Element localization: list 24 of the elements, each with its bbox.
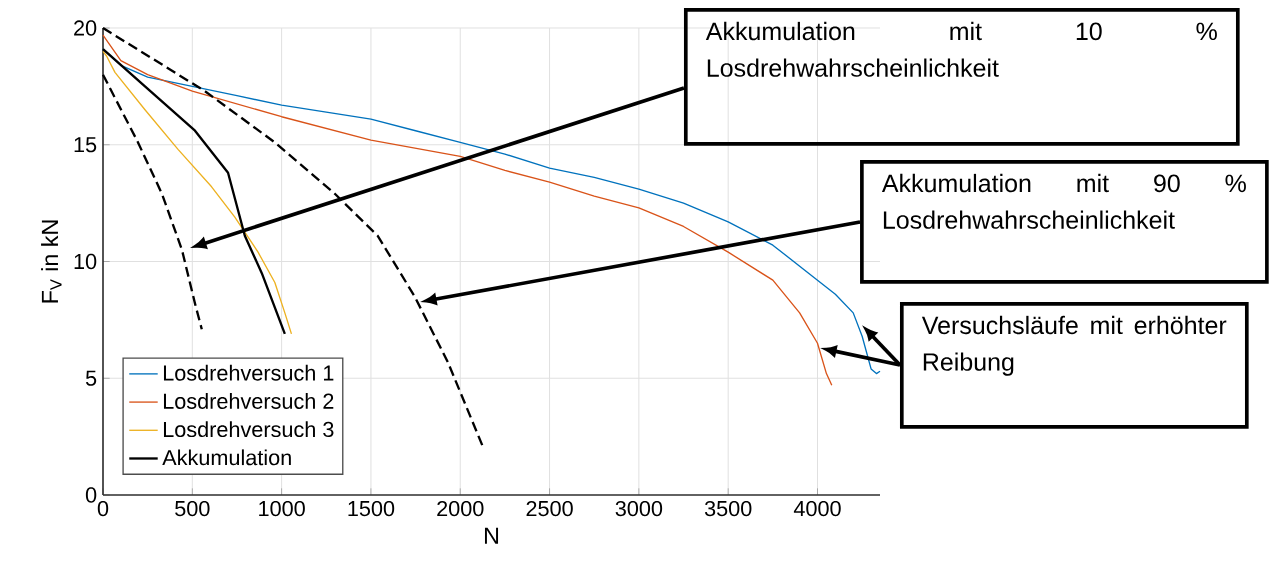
- y-tick-label: 10: [74, 253, 97, 270]
- legend-label: Akkumulation: [162, 449, 291, 466]
- text: Versuchsläufe mit erhöhter Reibung: [921, 315, 1227, 376]
- x-tick-label: 4000: [793, 500, 841, 517]
- x-axis-title: N: [484, 527, 499, 544]
- y-tick-label: 0: [85, 487, 97, 503]
- x-tick-label: 0: [97, 500, 109, 517]
- legend-label: Losdrehversuch 2: [163, 392, 334, 409]
- y-tick-label: 5: [85, 370, 97, 386]
- x-tick-label: 500: [175, 500, 210, 517]
- x-tick-label: 1500: [348, 500, 395, 517]
- x-tick-label: 3000: [615, 500, 663, 517]
- annotation: Akkumulation mit 10 % Losdrehwahrscheinlichkeit: [705, 21, 1217, 77]
- text: Akkumulation mit 90 % Losdrehwahrscheinlichkeit: [881, 173, 1246, 229]
- x-tick-label: 2500: [526, 500, 573, 517]
- y-axis-title: F$_{V}$ in kN: [41, 220, 62, 303]
- y-tick-label: 20: [74, 20, 97, 36]
- line-series: [101, 73, 203, 331]
- legend-label: Losdrehversuch 3: [163, 421, 334, 438]
- legend-label: Losdrehversuch 1: [163, 364, 334, 381]
- y-tick-label: 15: [74, 137, 97, 153]
- x-tick-label: 1000: [259, 500, 305, 517]
- x-tick-label: 2000: [437, 500, 484, 517]
- x-tick-label: 3500: [704, 500, 752, 517]
